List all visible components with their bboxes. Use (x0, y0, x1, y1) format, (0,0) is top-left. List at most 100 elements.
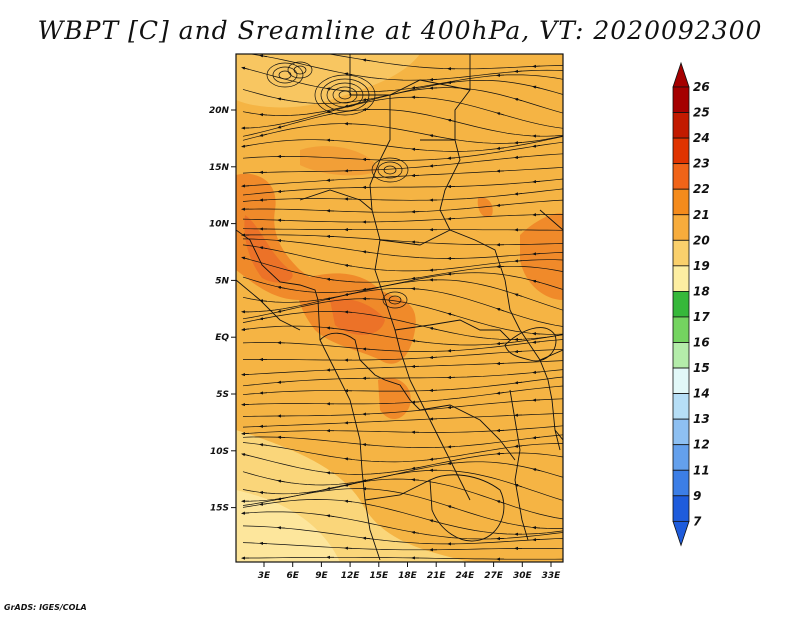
colorbar-swatch (672, 316, 690, 343)
streamline (242, 511, 563, 540)
stream-arrow (411, 339, 420, 343)
border-line (539, 209, 563, 231)
colorbar-swatch (672, 393, 690, 420)
stream-arrow (447, 272, 456, 276)
streamline (242, 87, 563, 116)
longitude-axis: 3E 6E 9E 12E 15E 18E 21E 24E 27E 30E 33E (258, 562, 561, 581)
stream-arrow (429, 134, 438, 138)
stream-arrow (362, 250, 371, 254)
colorbar-swatch (672, 290, 690, 318)
colorbar-label: 11 (693, 463, 710, 477)
colorbar-swatch (672, 469, 690, 497)
streamline (242, 166, 563, 187)
streamline (242, 325, 563, 346)
border-line (419, 404, 516, 461)
lon-tick-label: 15E (369, 571, 389, 581)
wbpt-field (236, 54, 563, 562)
stream-arrow (447, 156, 456, 160)
stream-arrow (532, 180, 541, 184)
chart-title: WBPT [C] and Sreamline at 400hPa, VT: 20… (37, 16, 763, 45)
stream-arrow (447, 118, 456, 123)
colorbar-label: 22 (693, 182, 710, 196)
field-region (477, 197, 493, 218)
stream-arrow (411, 466, 420, 470)
streamline (242, 369, 563, 387)
border-line (429, 474, 505, 542)
stream-arrow (344, 310, 353, 314)
streamline (242, 123, 563, 144)
lon-tick-label: 3E (258, 571, 271, 581)
stream-arrow (514, 155, 523, 159)
colorbar-label: 7 (693, 514, 702, 528)
border-line (399, 349, 471, 501)
stream-arrow (496, 500, 505, 504)
plot-frame (235, 53, 564, 563)
border-line (539, 349, 563, 361)
border-line (379, 229, 451, 246)
colorbar-label: 15 (693, 361, 710, 375)
stream-arrow (326, 326, 335, 330)
streamline (242, 339, 563, 352)
streamline-eddy (371, 157, 409, 183)
stream-arrow (241, 66, 250, 70)
colorbar-label: 20 (693, 233, 710, 247)
stream-arrow (362, 443, 371, 447)
stream-arrow (259, 246, 268, 250)
lat-tick-label: 15N (209, 163, 230, 173)
stream-arrow (344, 104, 353, 108)
stream-arrow (411, 287, 420, 291)
border-line (236, 279, 301, 331)
stream-arrow (362, 58, 371, 62)
stream-arrow (326, 297, 335, 301)
stream-arrow (326, 87, 335, 91)
streamline (242, 385, 563, 406)
stream-arrow (532, 526, 541, 530)
stream-arrow (411, 478, 420, 482)
stream-arrow (277, 239, 286, 243)
streamline (242, 360, 563, 376)
border-line (349, 54, 401, 351)
lon-tick-label: 24E (456, 571, 476, 581)
stream-arrow (344, 499, 353, 503)
streamline (242, 257, 563, 283)
lon-tick-label: 33E (542, 571, 562, 581)
lon-tick-label: 18E (398, 571, 418, 581)
colorbar-swatch (672, 444, 690, 471)
border-line (394, 319, 511, 341)
stream-arrow (344, 457, 353, 461)
stream-arrow (277, 497, 286, 501)
stream-arrow (362, 287, 371, 291)
colorbar-swatch (672, 112, 690, 139)
streamline (242, 442, 563, 463)
border-line (504, 327, 557, 362)
streamline-eddy (382, 291, 408, 309)
streamline (242, 188, 563, 202)
streamline (242, 141, 563, 161)
stream-arrow (496, 112, 505, 116)
streamline-eddy (383, 165, 397, 175)
colorbar-label: 26 (693, 80, 710, 94)
streamline (242, 376, 563, 396)
field-region (330, 298, 385, 335)
stream-arrow (411, 276, 420, 280)
stream-arrow (277, 97, 286, 101)
streamline (242, 412, 563, 428)
border-line (364, 479, 431, 501)
streamline (242, 153, 563, 174)
colorbar-swatch (672, 188, 690, 216)
border-line (439, 54, 506, 281)
stream-arrow (496, 391, 505, 395)
streamline (242, 542, 563, 551)
colorbar-swatch (672, 137, 690, 165)
border-line (509, 389, 529, 541)
stream-arrow (411, 147, 420, 151)
colorbar-label: 18 (693, 284, 710, 298)
lat-tick-label: 10N (209, 220, 230, 230)
stream-arrow (362, 347, 371, 351)
stream-arrow (429, 457, 438, 461)
stream-arrow (241, 327, 250, 332)
lon-tick-label: 6E (286, 571, 299, 581)
stream-arrow (277, 125, 286, 129)
stream-arrow (532, 85, 541, 89)
stream-arrow (532, 340, 541, 344)
